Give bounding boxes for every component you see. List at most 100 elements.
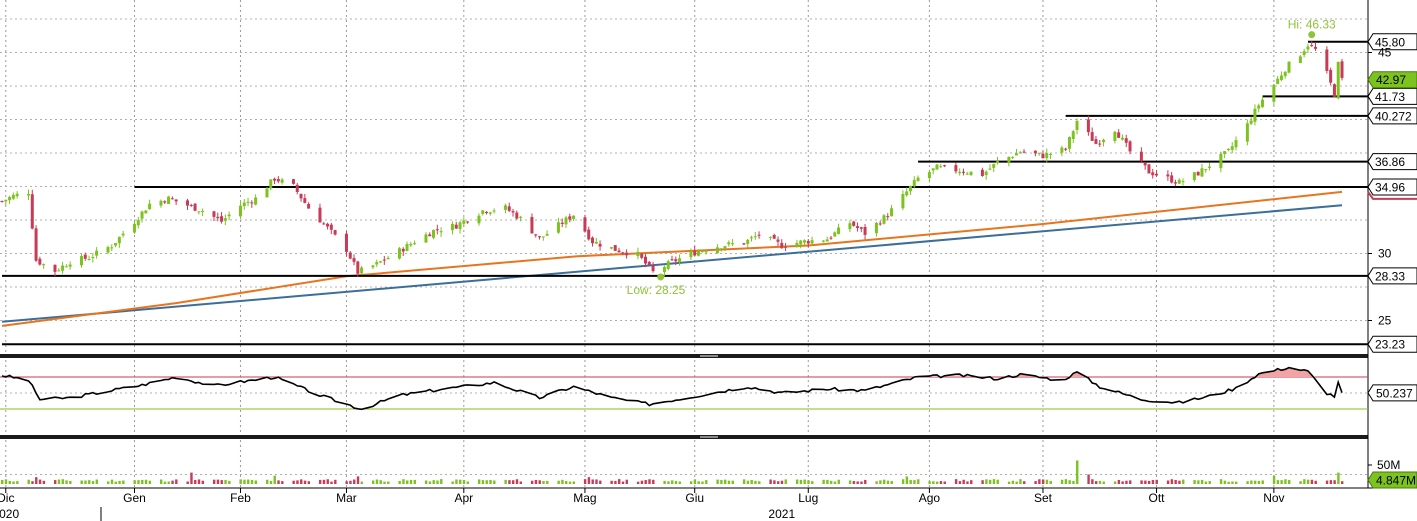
volume-bar [689,481,693,484]
year-label: 2021 [768,507,795,521]
x-tick-label: Dic [0,491,14,505]
candle-up [746,239,750,244]
volume-bar [856,481,859,484]
candle-down [1310,45,1314,47]
candle-up [488,212,492,214]
candle-up [4,199,8,202]
level-label-box [1367,335,1417,353]
candle-down [1033,150,1037,154]
volume-bar [110,479,114,484]
volume-bar [91,481,95,484]
volume-bar [1178,480,1181,484]
volume-bar [943,481,946,484]
moving-averages [1,190,1343,327]
candle-down [326,223,330,227]
volume-bar [353,479,356,484]
level-label: 23.23 [1375,338,1405,352]
volume-bar [890,481,893,484]
volume-bar [1314,480,1317,484]
candle-up [916,177,920,182]
volume-bar [239,479,242,484]
volume-bar [1045,479,1049,484]
candle-down [318,207,322,223]
volume-bar [860,481,863,484]
volume-bar [905,476,909,484]
candle-up [1071,131,1075,139]
candle-up [1226,148,1230,151]
candle-up [1011,157,1015,159]
volume-bar [1235,481,1238,484]
candle-down [961,171,965,173]
volume-bar [141,479,144,484]
volume-bar [1193,480,1196,484]
volume-bar [247,479,250,484]
volume-bar [318,479,322,484]
candle-up [1287,61,1291,73]
volume-bar [27,479,30,484]
x-tick-label: Nov [1263,491,1284,505]
candle-down [174,199,178,202]
volume-panel: 50M 4.847M [1,458,1417,489]
volume-bar [1261,480,1264,484]
y-tick-label: 25 [1378,314,1392,328]
candle-up [1245,123,1249,142]
volume-bar [1091,479,1094,484]
candle-up [662,266,666,273]
candle-up [969,171,973,175]
volume-bar [701,481,704,484]
volume-bar [826,479,829,484]
candle-up [148,203,152,210]
candle-up [223,218,227,221]
candle-down [670,259,674,261]
candle-up [874,222,878,234]
volume-bar [277,480,280,484]
level-label: 45.80 [1375,35,1405,49]
candle-up [409,244,413,246]
candle-down [454,224,458,229]
candle-down [852,221,856,226]
volume-bar [917,479,920,484]
volume-bar [769,479,772,484]
candle-up [397,248,401,259]
volume-bar [954,479,958,484]
volume-bar [413,479,416,484]
volume-bar [1182,479,1185,484]
candle-up [1177,179,1181,184]
candle-down [757,234,761,236]
volume-bar [746,480,750,484]
volume-bar [561,479,564,484]
candle-up [114,243,118,246]
x-tick-label: Ago [919,491,941,505]
candle-down [485,211,489,213]
volume-bar [716,479,719,484]
volume-bar [538,480,541,484]
candle-up [678,258,682,263]
candle-down [1147,164,1151,174]
candle-down [780,242,784,249]
volume-bar [1246,481,1249,484]
candle-up [91,257,95,259]
candle-down [53,264,57,272]
volume-bar [201,480,205,484]
candle-down [617,250,621,253]
candle-up [931,168,935,171]
volume-bar [636,481,640,484]
y-tick-label: 30 [1378,247,1392,261]
volume-bar [1219,479,1223,484]
volume-bar [795,479,799,484]
candle-down [170,198,174,200]
candle-up [988,168,992,170]
annotation-point [657,273,665,281]
candle-up [375,262,379,265]
candle-up [768,236,772,238]
volume-y-tick-label: 50M [1377,458,1400,472]
volume-bar [42,480,46,484]
candle-up [106,247,110,253]
volume-bar [829,480,833,484]
candle-down [1139,151,1143,161]
volume-bar [307,481,311,484]
candle-up [136,220,140,226]
volume-bar [678,481,681,484]
candle-up [594,241,598,244]
